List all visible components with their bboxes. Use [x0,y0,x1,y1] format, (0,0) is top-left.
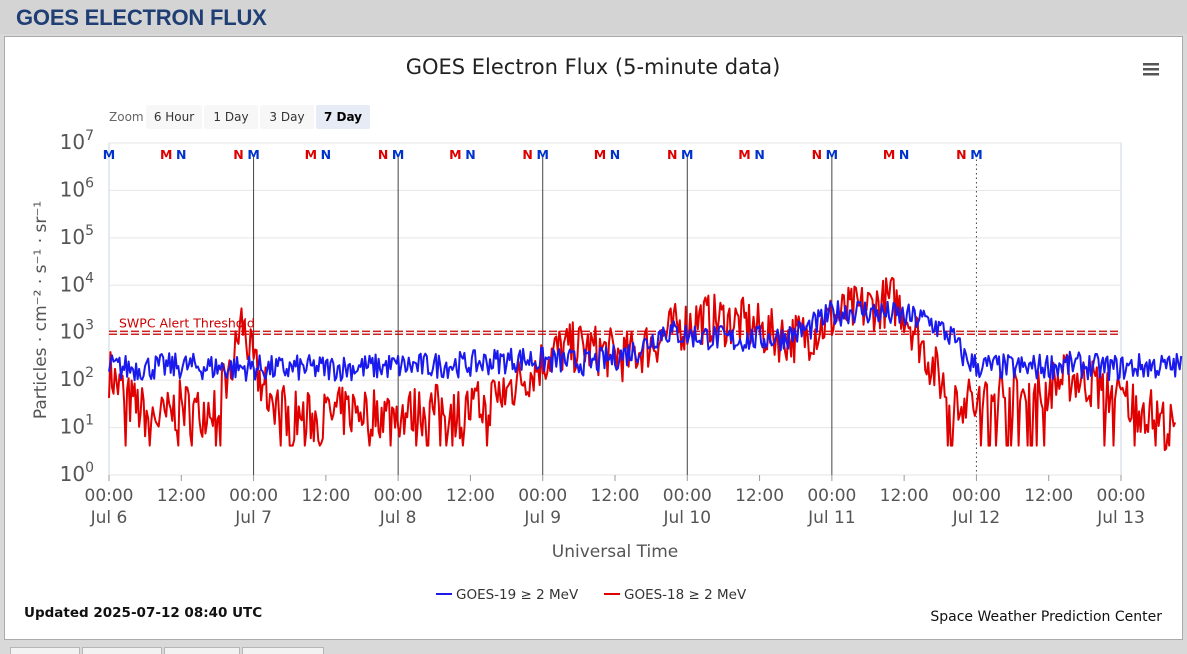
satellite-marker-m: M [681,147,693,162]
x-tick-time: 12:00 [880,486,929,506]
zoom-button-label[interactable]: 3 Day [269,110,304,124]
page-header: GOES ELECTRON FLUX [0,0,1187,34]
satellite-marker-n: N [465,147,475,162]
hamburger-menu-icon[interactable] [1140,58,1162,80]
x-tick-date: Jul 7 [234,508,272,528]
satellite-marker-m: M [305,147,317,162]
satellite-marker-m: M [826,147,838,162]
x-axis-label: Universal Time [552,542,678,562]
satellite-marker-m: M [594,147,606,162]
x-tick-date: Jul 6 [90,508,128,528]
satellite-marker-m: M [392,147,404,162]
satellite-marker-m: M [160,147,172,162]
series-line-goes-18 [108,276,1177,452]
x-tick-time: 00:00 [1097,486,1146,506]
chart-legend: GOES-19 ≥ 2 MeV GOES-18 ≥ 2 MeV [436,587,747,603]
satellite-marker-n: N [233,147,243,162]
satellite-marker-n: N [812,147,822,162]
y-tick-label: 105 [60,223,94,249]
satellite-marker-n: N [667,147,677,162]
satellite-marker-n: N [610,147,620,162]
bottom-strip [0,640,1187,651]
legend-item[interactable]: GOES-19 ≥ 2 MeV [436,587,579,603]
x-tick-time: 12:00 [1024,486,1073,506]
satellite-marker-m: M [449,147,461,162]
satellite-marker-n: N [321,147,331,162]
satellite-marker-m: M [247,147,259,162]
zoom-button-label[interactable]: 6 Hour [154,110,194,124]
x-tick-time: 12:00 [446,486,495,506]
x-tick-date: Jul 12 [952,508,1001,528]
satellite-marker-n: N [378,147,388,162]
zoom-button-3-day[interactable]: 3 Day [260,105,314,129]
plot-area [108,142,1122,476]
x-tick-time: 00:00 [518,486,567,506]
satellite-marker-m: M [103,147,115,162]
x-tick-time: 00:00 [807,486,856,506]
zoom-button-label[interactable]: 7 Day [324,110,362,124]
x-tick-date: Jul 11 [807,508,856,528]
zoom-button-6-hour[interactable]: 6 Hour [146,105,202,129]
legend-label[interactable]: GOES-18 ≥ 2 MeV [624,587,747,603]
satellite-marker-m: M [536,147,548,162]
satellite-marker-n: N [754,147,764,162]
y-tick-label: 100 [60,460,94,486]
chart-title: GOES Electron Flux (5-minute data) [406,55,781,79]
x-tick-date: Jul 8 [379,508,417,528]
zoom-button-1-day[interactable]: 1 Day [204,105,258,129]
satellite-marker-m: M [738,147,750,162]
legend-item[interactable]: GOES-18 ≥ 2 MeV [604,587,747,603]
zoom-button-7-day[interactable]: 7 Day [316,105,370,129]
y-tick-label: 104 [60,270,94,296]
x-tick-time: 00:00 [663,486,712,506]
satellite-marker-n: N [899,147,909,162]
x-tick-time: 00:00 [952,486,1001,506]
y-tick-label: 107 [60,128,94,154]
x-tick-time: 12:00 [735,486,784,506]
x-tick-date: Jul 9 [523,508,561,528]
x-tick-date: Jul 13 [1096,508,1145,528]
x-tick-time: 12:00 [591,486,640,506]
satellite-marker-n: N [176,147,186,162]
legend-label[interactable]: GOES-19 ≥ 2 MeV [456,587,579,603]
x-tick-time: 12:00 [301,486,350,506]
credit-text: Space Weather Prediction Center [930,609,1162,625]
y-tick-label: 106 [60,175,94,201]
updated-timestamp: Updated 2025-07-12 08:40 UTC [24,605,262,621]
zoom-label: Zoom [109,110,144,124]
x-tick-time: 12:00 [157,486,206,506]
series-line-goes-19 [108,300,1183,382]
satellite-marker-n: N [956,147,966,162]
satellite-marker-m: M [883,147,895,162]
threshold-label: SWPC Alert Threshold [119,316,255,331]
x-tick-time: 00:00 [229,486,278,506]
y-tick-label: 103 [60,318,94,344]
satellite-marker-n: N [522,147,532,162]
y-tick-label: 102 [60,365,94,391]
y-tick-label: 101 [60,413,94,439]
x-tick-time: 00:00 [85,486,134,506]
satellite-marker-m: M [970,147,982,162]
zoom-button-label[interactable]: 1 Day [213,110,248,124]
x-tick-date: Jul 10 [663,508,712,528]
zoom-control: Zoom 6 Hour 1 Day 3 Day 7 Day [109,105,370,129]
x-tick-time: 00:00 [374,486,423,506]
y-axis-label: Particles · cm⁻² · s⁻¹ · sr⁻¹ [31,201,51,419]
page-title: GOES ELECTRON FLUX [16,5,267,30]
